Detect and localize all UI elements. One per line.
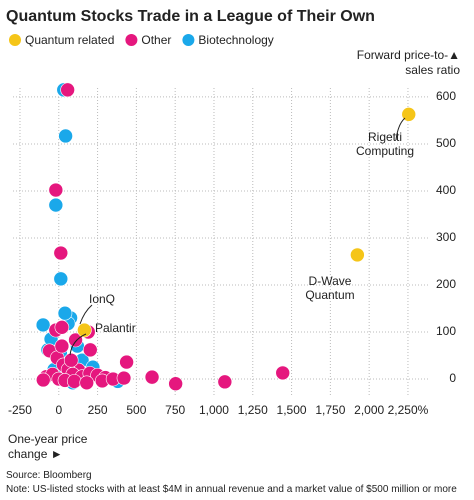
x-tick-label: 1,750	[315, 403, 345, 417]
y-tick-label: 300	[436, 230, 456, 244]
y-axis-label: Forward price-to-▲ sales ratio	[356, 48, 460, 77]
point	[63, 352, 79, 368]
annotation: IonQ	[89, 292, 115, 306]
point	[119, 354, 134, 370]
x-tick-label: 1,250	[238, 403, 268, 417]
point	[144, 369, 160, 385]
legend-label: Other	[141, 33, 171, 47]
legend-label: Biotechnology	[198, 33, 273, 47]
point	[35, 317, 51, 333]
x-tick-label: 500	[126, 403, 146, 417]
point	[77, 322, 92, 338]
annotation: Palantir	[95, 321, 136, 335]
legend-swatch	[125, 34, 138, 46]
point	[275, 365, 291, 381]
point	[48, 197, 64, 213]
point	[54, 338, 70, 354]
point	[60, 82, 75, 98]
point	[82, 342, 98, 358]
point	[57, 305, 73, 321]
marks	[35, 82, 417, 392]
annotation: Rigetti Computing	[356, 130, 414, 158]
arrows	[69, 117, 406, 356]
x-tick-label: 2,000	[354, 403, 384, 417]
x-tick-label: 0	[55, 403, 62, 417]
annotation: D-Wave Quantum	[305, 274, 354, 302]
point	[217, 374, 233, 390]
point	[67, 374, 82, 389]
legend-swatch	[182, 34, 195, 46]
legend-label: Quantum related	[25, 33, 114, 47]
x-axis-label: One-year price change ►	[8, 432, 88, 461]
point	[168, 376, 183, 392]
note: Note: US-listed stocks with at least $4M…	[6, 484, 457, 495]
y-tick-label: 500	[436, 136, 456, 150]
chart-title: Quantum Stocks Trade in a League of Thei…	[6, 8, 375, 25]
source: Source: Bloomberg	[6, 470, 92, 481]
x-tick-label: 750	[165, 403, 185, 417]
arrow	[69, 333, 87, 356]
y-tick-label: 600	[436, 89, 456, 103]
point	[350, 247, 365, 263]
x-tick-label: 250	[88, 403, 108, 417]
point	[68, 332, 83, 348]
y-tick-label: 100	[436, 324, 456, 338]
x-tick-label: 1,500	[277, 403, 307, 417]
x-tick-label: 2,250%	[388, 403, 429, 417]
point	[35, 372, 51, 388]
y-tick-label: 0	[449, 371, 456, 385]
point	[54, 320, 70, 335]
point	[116, 370, 132, 386]
legend: Quantum related Other Biotechnology	[9, 33, 274, 47]
arrow	[79, 304, 93, 325]
x-tick-label: -250	[8, 403, 32, 417]
legend-swatch	[9, 34, 21, 46]
point	[53, 271, 69, 287]
arrow	[395, 117, 406, 141]
point	[58, 128, 73, 144]
x-tick-label: 1,000	[199, 403, 229, 417]
point	[48, 182, 64, 198]
y-tick-label: 400	[436, 183, 456, 197]
point	[79, 375, 95, 391]
point	[401, 107, 417, 122]
point	[53, 245, 69, 261]
y-tick-label: 200	[436, 277, 456, 291]
